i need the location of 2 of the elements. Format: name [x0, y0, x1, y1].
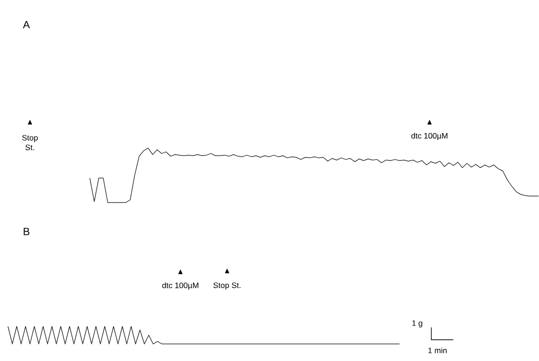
chart-title: B: [24, 228, 30, 236]
chart-title: A: [22, 21, 30, 28]
